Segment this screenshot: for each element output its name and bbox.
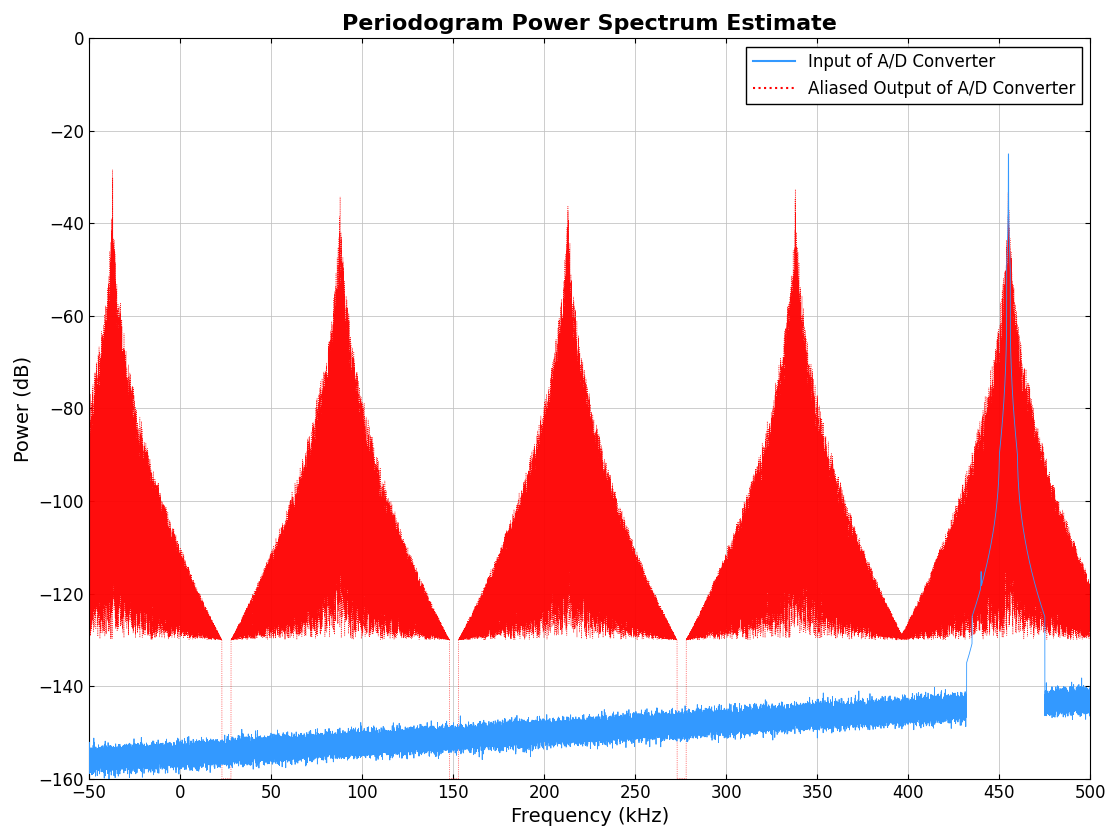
Legend: Input of A/D Converter, Aliased Output of A/D Converter: Input of A/D Converter, Aliased Output o… [746,46,1082,104]
X-axis label: Frequency (kHz): Frequency (kHz) [511,807,669,826]
Title: Periodogram Power Spectrum Estimate: Periodogram Power Spectrum Estimate [343,14,837,34]
Y-axis label: Power (dB): Power (dB) [13,355,32,461]
